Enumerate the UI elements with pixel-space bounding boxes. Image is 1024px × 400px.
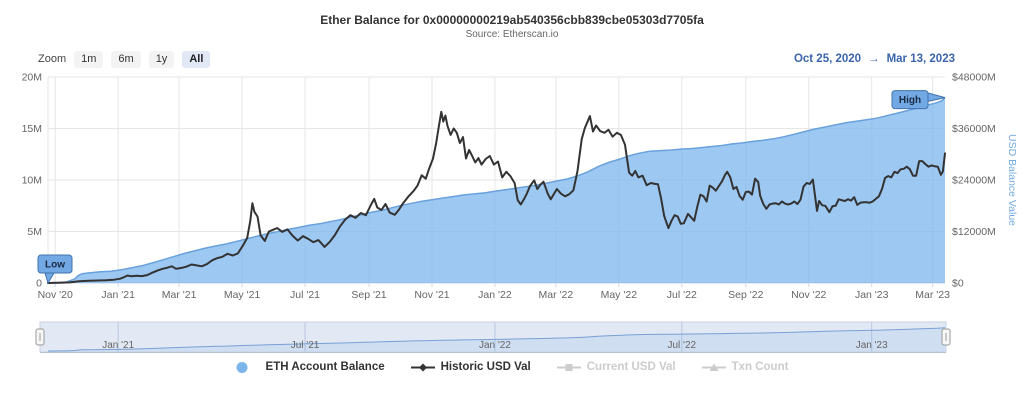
y-axis-right-tick-label: $36000M bbox=[952, 123, 996, 135]
x-axis-tick-label: May '22 bbox=[601, 289, 638, 301]
x-axis-tick-label: Sep '22 bbox=[728, 289, 763, 301]
x-axis-tick-label: Jan '22 bbox=[478, 289, 512, 301]
y-axis-right-tick-label: $12000M bbox=[952, 226, 996, 238]
flag-pointer bbox=[44, 272, 55, 285]
x-axis-tick-label: Jul '21 bbox=[290, 289, 320, 301]
chart-subtitle: Source: Etherscan.io bbox=[465, 29, 559, 40]
navigator-tick-label: Jan '23 bbox=[856, 340, 888, 351]
y-axis-left-tick-label: 10M bbox=[22, 175, 42, 187]
y-axis-right-tick-label: $0 bbox=[952, 278, 964, 290]
high-flag[interactable]: High bbox=[891, 90, 946, 110]
flag-label: High bbox=[899, 95, 921, 106]
navigator-handle-left[interactable] bbox=[35, 328, 45, 346]
x-axis-tick-label: Jan '21 bbox=[101, 289, 135, 301]
legend-item-label: Historic USD Val bbox=[440, 361, 531, 373]
flag-box bbox=[891, 90, 929, 110]
y-axis-right-tick-label: $24000M bbox=[952, 175, 996, 187]
zoom-label: Zoom bbox=[38, 53, 67, 65]
range-selector: Zoom 1m 6m 1y All bbox=[38, 50, 211, 68]
x-axis-tick-label: Nov '20 bbox=[38, 289, 73, 301]
circle-marker-icon bbox=[236, 361, 248, 373]
navigator-handle-right[interactable] bbox=[941, 328, 951, 346]
diamond-marker-icon bbox=[410, 363, 435, 371]
y-axis-left-tick-label: 5M bbox=[27, 226, 42, 238]
usd-balance-value-axis-title: USD Balance Value bbox=[1006, 134, 1018, 226]
range-to-date[interactable]: Mar 13, 2023 bbox=[886, 53, 955, 65]
x-axis-tick-label: Nov '22 bbox=[791, 289, 826, 301]
date-range-display: Oct 25, 2020 → Mar 13, 2023 bbox=[794, 53, 955, 65]
legend-item-txn-count[interactable]: Txn Count bbox=[701, 361, 789, 373]
legend-item-current-usd-val[interactable]: Current USD Val bbox=[556, 361, 676, 373]
range-arrow-icon: → bbox=[868, 53, 880, 65]
y-axis-left-tick-label: 15M bbox=[22, 123, 42, 135]
y-axis-right-tick-label: $48000M bbox=[952, 72, 996, 84]
historic-usd-val-line-series[interactable] bbox=[47, 110, 946, 284]
chart-title: Ether Balance for 0x00000000219ab540356c… bbox=[320, 13, 704, 27]
navigator-series-line bbox=[47, 327, 946, 352]
x-axis-tick-label: Mar '23 bbox=[915, 289, 950, 301]
navigator-tick-label: Jan '22 bbox=[479, 340, 511, 351]
zoom-button-all[interactable]: All bbox=[182, 50, 211, 68]
x-axis-tick-label: Jul '22 bbox=[667, 289, 697, 301]
chart-canvas: Nov '20 Jan '21 Mar '21 May '21 Jul '21 Sep '… bbox=[22, 72, 1018, 353]
navigator-tick-label: Jul '21 bbox=[291, 340, 320, 351]
triangle-marker-icon bbox=[701, 363, 726, 371]
legend-item-label: Current USD Val bbox=[586, 361, 676, 373]
square-marker-icon bbox=[556, 363, 581, 371]
zoom-button-6m[interactable]: 6m bbox=[111, 50, 141, 68]
x-axis-tick-label: Sep '21 bbox=[351, 289, 386, 301]
navigator-tick-label: Jul '22 bbox=[667, 340, 696, 351]
navigator-mask[interactable] bbox=[39, 321, 947, 353]
eth-account-balance-area-series[interactable] bbox=[48, 97, 945, 283]
low-flag[interactable]: Low bbox=[37, 254, 73, 285]
legend-item-label: ETH Account Balance bbox=[265, 361, 385, 373]
range-from-date[interactable]: Oct 25, 2020 bbox=[793, 53, 862, 65]
y-axis-left-tick-label: 0 bbox=[36, 278, 42, 290]
legend-item-eth-account-balance[interactable]: ETH Account Balance bbox=[236, 361, 385, 373]
x-axis-tick-label: Mar '22 bbox=[539, 289, 574, 301]
zoom-button-1y[interactable]: 1y bbox=[148, 50, 175, 68]
eth-account-balance-area-edge bbox=[47, 97, 946, 284]
x-axis-tick-label: Mar '21 bbox=[162, 289, 197, 301]
zoom-buttons-group: 1m 6m 1y All bbox=[74, 50, 211, 68]
legend-item-historic-usd-val[interactable]: Historic USD Val bbox=[410, 361, 531, 373]
flag-box bbox=[37, 254, 73, 274]
x-axis-tick-label: Jan '23 bbox=[855, 289, 889, 301]
legend-item-label: Txn Count bbox=[731, 361, 789, 373]
x-axis-tick-label: May '21 bbox=[224, 289, 261, 301]
chart-legend: ETH Account Balance Historic USD Val Curre… bbox=[0, 361, 1024, 373]
navigator-tick-label: Jan '21 bbox=[102, 340, 134, 351]
flag-label: Low bbox=[45, 260, 65, 271]
y-axis-left-tick-label: 20M bbox=[22, 72, 42, 84]
x-axis-tick-label: Nov '21 bbox=[414, 289, 449, 301]
zoom-button-1m[interactable]: 1m bbox=[74, 50, 104, 68]
